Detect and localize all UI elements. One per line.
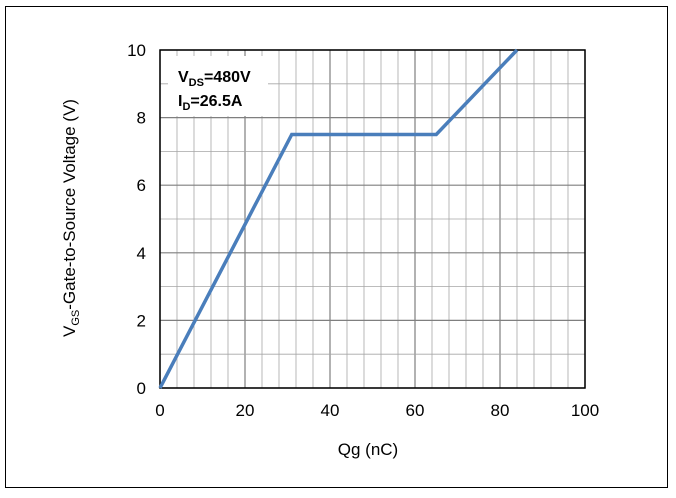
y-tick-label: 10 [127, 41, 146, 60]
x-tick-label: 100 [571, 401, 599, 420]
y-tick-label: 2 [137, 311, 146, 330]
annotation-id: ID=26.5A [178, 93, 243, 113]
x-tick-label: 80 [491, 401, 510, 420]
plot-area-border [159, 49, 586, 389]
y-tick-label: 0 [137, 379, 146, 398]
y-tick-label: 6 [137, 176, 146, 195]
annotation-vds: VDS=480V [178, 69, 251, 89]
x-axis-label: Qg (nC) [338, 440, 398, 459]
y-tick-label: 4 [137, 244, 146, 263]
x-tick-label: 20 [236, 401, 255, 420]
chart-frame [5, 6, 668, 488]
series-line [158, 48, 519, 389]
y-tick-label: 8 [137, 109, 146, 128]
y-tick-labels: 0 2 4 6 8 10 [127, 41, 146, 398]
x-tick-label: 0 [155, 401, 164, 420]
y-axis-label: VGS-Gate-to-Source Voltage (V) [60, 99, 82, 337]
x-tick-labels: 0 20 40 60 80 100 [155, 401, 599, 420]
annotation-box: VDS=480V ID=26.5A [168, 56, 268, 116]
x-tick-label: 40 [321, 401, 340, 420]
x-tick-label: 60 [406, 401, 425, 420]
